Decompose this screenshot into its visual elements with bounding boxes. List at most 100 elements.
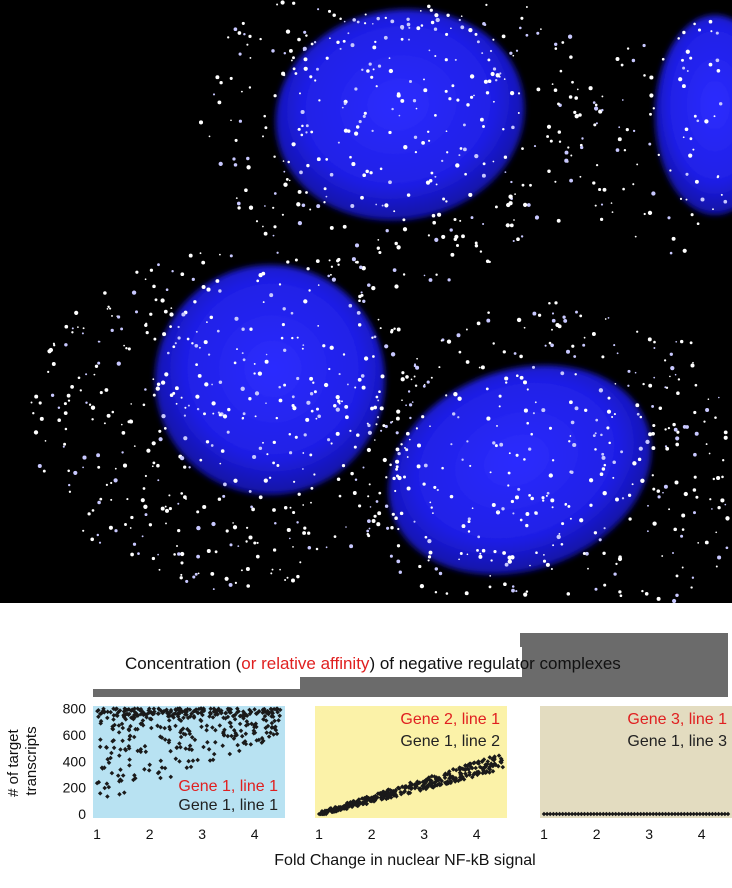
transcript-spot xyxy=(487,311,490,314)
transcript-spot xyxy=(283,348,287,352)
transcript-spot xyxy=(90,537,94,542)
transcript-spot xyxy=(106,308,109,310)
data-point xyxy=(105,794,110,799)
transcript-spot xyxy=(494,444,498,448)
transcript-spot xyxy=(717,396,720,399)
transcript-spot xyxy=(468,27,473,33)
transcript-spot xyxy=(455,163,460,168)
transcript-spot xyxy=(256,279,260,283)
transcript-spot xyxy=(192,575,196,579)
transcript-spot xyxy=(515,590,518,593)
transcript-spot xyxy=(461,234,465,239)
transcript-spot xyxy=(642,43,646,48)
transcript-spot xyxy=(379,327,382,330)
transcript-spot xyxy=(148,523,153,527)
transcript-spot xyxy=(615,562,618,566)
transcript-spot xyxy=(724,503,727,506)
transcript-spot xyxy=(93,373,96,376)
data-point xyxy=(450,767,456,772)
transcript-spot xyxy=(473,94,475,97)
transcript-spot xyxy=(302,344,305,346)
transcript-spot xyxy=(188,466,191,469)
transcript-spot xyxy=(322,344,326,348)
transcript-spot xyxy=(289,506,292,509)
transcript-spot xyxy=(272,508,276,512)
transcript-spot xyxy=(268,476,272,479)
transcript-spot xyxy=(470,95,474,99)
transcript-spot xyxy=(423,274,426,277)
transcript-spot xyxy=(385,476,388,479)
transcript-spot xyxy=(592,434,596,437)
panel-1-y-ticks: 800 600 400 200 0 xyxy=(63,701,87,822)
transcript-spot xyxy=(207,353,211,356)
transcript-spot xyxy=(169,393,174,397)
transcript-spot xyxy=(297,220,303,226)
transcript-spot xyxy=(514,193,516,195)
transcript-spot xyxy=(715,565,718,568)
transcript-spot xyxy=(405,448,409,452)
transcript-spot xyxy=(625,128,629,132)
transcript-spot xyxy=(337,399,341,404)
transcript-spot xyxy=(290,311,294,315)
transcript-spot xyxy=(636,330,639,333)
transcript-spot xyxy=(525,6,528,8)
transcript-spot xyxy=(627,384,630,387)
transcript-spot xyxy=(353,445,357,449)
transcript-spot xyxy=(180,492,184,495)
transcript-spot xyxy=(316,204,321,209)
transcript-spot xyxy=(431,512,434,515)
transcript-spot xyxy=(310,501,312,504)
transcript-spot xyxy=(545,562,550,567)
transcript-spot xyxy=(534,215,540,220)
transcript-spot xyxy=(621,99,624,101)
transcript-spot xyxy=(338,494,342,498)
transcript-spot xyxy=(694,383,698,387)
transcript-spot xyxy=(406,22,411,27)
transcript-spot xyxy=(171,270,174,273)
transcript-spot xyxy=(351,257,356,262)
transcript-spot xyxy=(703,420,706,423)
data-point xyxy=(117,708,123,713)
transcript-spot xyxy=(272,206,275,209)
transcript-spot xyxy=(323,201,326,204)
transcript-spot xyxy=(309,208,312,211)
transcript-spot xyxy=(291,404,295,408)
transcript-spot xyxy=(316,157,321,162)
transcript-spot xyxy=(233,163,238,167)
transcript-spot xyxy=(250,505,253,509)
transcript-spot xyxy=(292,56,295,60)
transcript-spot xyxy=(301,203,306,208)
transcript-spot xyxy=(708,452,711,455)
transcript-spot xyxy=(471,507,474,510)
transcript-spot xyxy=(546,124,552,129)
transcript-spot xyxy=(317,8,320,11)
transcript-spot xyxy=(266,453,269,456)
transcript-spot xyxy=(570,154,573,157)
x-tick-label: 2 xyxy=(368,826,376,842)
transcript-spot xyxy=(579,175,582,178)
transcript-spot xyxy=(179,455,185,461)
transcript-spot xyxy=(682,425,687,429)
transcript-spot xyxy=(636,412,640,416)
transcript-spot xyxy=(464,591,469,596)
transcript-spot xyxy=(567,34,573,39)
transcript-spot xyxy=(462,147,467,152)
transcript-spot xyxy=(574,114,579,119)
transcript-spot xyxy=(342,353,346,356)
transcript-spot xyxy=(347,32,350,35)
transcript-spot xyxy=(369,506,372,508)
data-point xyxy=(395,785,401,791)
data-point xyxy=(121,709,127,714)
transcript-spot xyxy=(183,414,186,417)
transcript-spot xyxy=(269,293,274,298)
transcript-spot xyxy=(174,386,179,391)
transcript-spot xyxy=(420,24,424,27)
transcript-spot xyxy=(427,4,431,9)
transcript-spot xyxy=(548,473,553,478)
transcript-spot xyxy=(297,37,301,42)
transcript-spot xyxy=(685,198,688,201)
transcript-spot xyxy=(568,95,573,99)
transcript-spot xyxy=(639,415,643,419)
transcript-spot xyxy=(534,511,538,515)
transcript-spot xyxy=(303,433,307,437)
